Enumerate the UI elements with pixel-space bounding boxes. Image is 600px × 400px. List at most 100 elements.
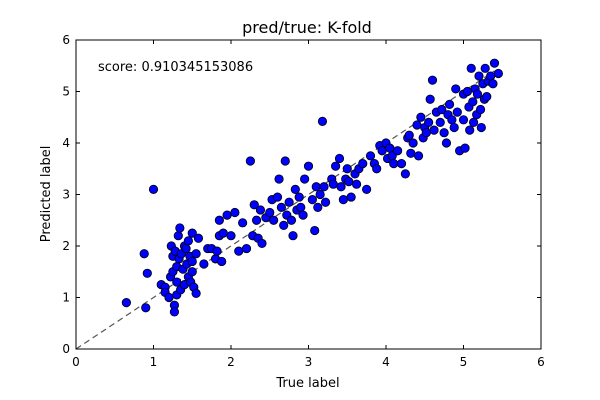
data-point <box>226 231 236 241</box>
data-point <box>303 161 314 171</box>
x-tick-label: 3 <box>305 355 313 369</box>
data-point <box>425 94 435 104</box>
y-tick-label: 4 <box>62 136 70 150</box>
data-point <box>142 268 152 278</box>
data-point <box>307 195 317 205</box>
data-point <box>413 151 424 161</box>
data-point <box>255 205 266 215</box>
data-point <box>286 215 297 225</box>
y-axis-label: Predicted label <box>39 146 54 243</box>
data-point <box>372 164 382 174</box>
data-point <box>183 236 193 246</box>
data-point <box>404 130 414 140</box>
data-point <box>241 243 252 254</box>
data-point <box>441 138 452 148</box>
data-point <box>476 122 486 133</box>
data-point <box>336 182 346 192</box>
data-point <box>406 148 416 158</box>
data-point <box>362 184 372 194</box>
score-annotation: score: 0.910345153086 <box>98 60 253 75</box>
data-point <box>421 128 431 138</box>
data-point <box>265 207 275 218</box>
data-point <box>218 228 228 238</box>
y-tick-label: 0 <box>62 342 70 356</box>
data-point <box>164 292 174 303</box>
points-layer <box>121 58 503 317</box>
data-point <box>358 159 368 169</box>
data-point <box>313 202 323 212</box>
data-point <box>310 225 320 236</box>
x-axis-label: True label <box>275 376 339 391</box>
data-point <box>449 122 459 133</box>
reference-line-layer <box>75 70 495 350</box>
x-tick-label: 4 <box>382 355 390 369</box>
data-point <box>311 182 321 192</box>
data-point <box>269 215 279 225</box>
data-point <box>148 184 159 194</box>
data-point <box>439 128 449 138</box>
data-point <box>169 307 180 317</box>
x-tick-label: 0 <box>72 355 80 369</box>
data-point <box>251 215 262 225</box>
data-point <box>482 92 492 102</box>
data-point <box>121 298 131 308</box>
data-point <box>408 138 418 148</box>
data-point <box>274 174 284 184</box>
x-tick-label: 2 <box>227 355 235 369</box>
data-point <box>447 115 457 125</box>
data-point <box>175 223 185 233</box>
data-point <box>458 115 469 125</box>
data-point <box>315 189 325 200</box>
data-point <box>488 79 498 89</box>
data-point <box>416 112 426 122</box>
data-point <box>489 58 500 68</box>
data-point <box>475 104 486 115</box>
data-point <box>424 117 434 128</box>
ticks-layer: 0 1 2 3 4 5 6 0 1 2 3 4 5 6 <box>62 33 544 369</box>
chart-title: pred/true: K-fold <box>242 18 372 37</box>
data-point <box>245 156 255 166</box>
data-point <box>429 125 439 135</box>
data-point <box>435 117 445 128</box>
data-point <box>444 99 455 109</box>
data-point <box>389 159 399 169</box>
data-point <box>460 143 470 153</box>
data-point <box>222 210 232 220</box>
data-point <box>290 184 300 194</box>
data-point <box>451 84 461 94</box>
data-point <box>474 71 484 81</box>
data-point <box>317 116 328 126</box>
data-point <box>468 117 479 128</box>
x-tick-label: 6 <box>537 355 545 369</box>
data-point <box>396 159 407 169</box>
data-point <box>480 63 490 73</box>
data-point <box>284 197 294 207</box>
data-point <box>298 210 308 220</box>
data-point <box>187 228 197 238</box>
data-point <box>462 86 472 97</box>
data-point <box>319 182 329 192</box>
data-point <box>276 202 286 212</box>
data-point <box>427 75 438 85</box>
x-tick-label: 1 <box>150 355 158 369</box>
data-point <box>365 151 376 161</box>
data-point <box>465 125 475 135</box>
data-point <box>351 179 362 189</box>
y-tick-label: 2 <box>62 239 70 253</box>
y-tick-label: 1 <box>62 291 70 305</box>
data-point <box>214 215 224 225</box>
data-point <box>468 97 478 107</box>
data-point <box>393 146 403 156</box>
data-point <box>187 267 197 277</box>
data-point <box>139 249 149 259</box>
data-point <box>346 192 356 202</box>
data-point <box>187 256 197 267</box>
data-point <box>217 256 227 267</box>
data-point <box>328 179 338 189</box>
data-point <box>338 195 348 205</box>
data-point <box>181 243 191 254</box>
data-point <box>344 177 354 187</box>
data-point <box>385 143 395 153</box>
data-point <box>437 104 447 115</box>
data-point <box>279 220 289 230</box>
